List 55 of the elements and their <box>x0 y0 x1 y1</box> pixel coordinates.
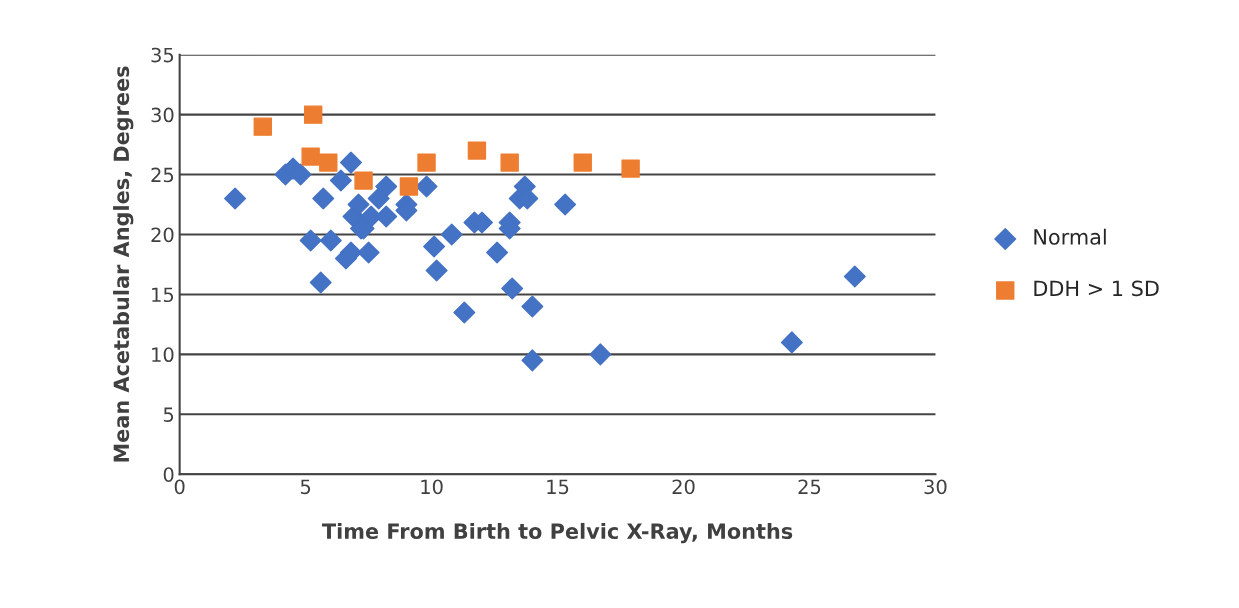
x-tick-label: 5 <box>300 479 311 495</box>
point <box>309 271 332 294</box>
y-tick-label: 10 <box>152 347 174 363</box>
y-tick-label: 30 <box>151 107 174 123</box>
point <box>500 153 519 172</box>
x-tick-label: 30 <box>924 479 947 495</box>
y-tick-label: 0 <box>163 467 174 482</box>
x-axis-title: Time From Birth to Pelvic X-Ray, Months <box>322 522 793 544</box>
y-tick-label: 5 <box>163 407 174 422</box>
point <box>521 349 544 372</box>
legend-label: DDH > 1 SD <box>1034 280 1159 297</box>
point <box>301 147 320 166</box>
point <box>440 223 463 246</box>
point <box>303 105 323 124</box>
point <box>843 265 866 288</box>
point <box>423 235 446 258</box>
point <box>486 241 509 264</box>
point <box>621 159 640 178</box>
point <box>367 187 390 210</box>
point <box>554 193 577 216</box>
x-tick-label: 15 <box>547 479 569 495</box>
point <box>375 175 398 198</box>
point <box>425 259 448 282</box>
point <box>399 177 419 196</box>
point <box>780 331 803 354</box>
y-tick-label: 15 <box>152 287 174 303</box>
y-tick-label: 25 <box>151 167 174 183</box>
y-tick-label: 35 <box>151 47 174 63</box>
point <box>453 301 476 324</box>
y-tick-label: 20 <box>151 227 174 243</box>
y-axis-title: Mean Acetabular Angles, Degrees <box>113 66 134 462</box>
point <box>589 343 612 366</box>
point <box>521 295 544 318</box>
x-tick-label: 25 <box>798 479 821 495</box>
point <box>347 193 370 216</box>
x-tick-label: 10 <box>421 479 443 495</box>
point <box>501 277 524 300</box>
point <box>415 175 438 198</box>
point <box>312 187 335 210</box>
point <box>319 229 342 252</box>
point <box>417 153 436 172</box>
point <box>329 169 352 192</box>
x-tick-label: 0 <box>174 479 185 495</box>
point <box>357 241 380 264</box>
point <box>467 141 487 160</box>
point <box>299 229 322 252</box>
point <box>354 171 373 190</box>
point <box>253 117 272 136</box>
point <box>339 151 362 174</box>
legend-label: Normal <box>1034 228 1106 245</box>
point <box>319 153 338 172</box>
point <box>573 153 592 172</box>
point <box>375 205 398 228</box>
point <box>224 187 247 210</box>
x-tick-label: 20 <box>672 479 695 495</box>
